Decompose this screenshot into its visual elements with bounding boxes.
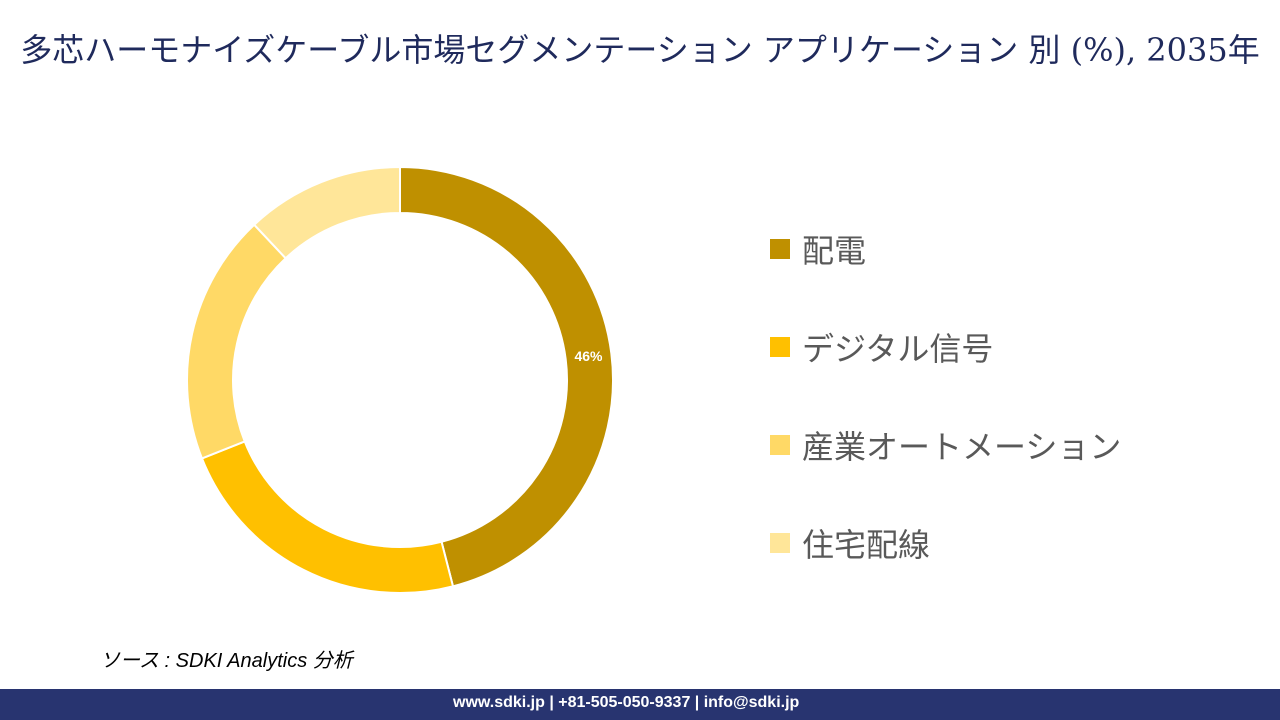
source-note: ソース : SDKI Analytics 分析 [100, 650, 353, 672]
legend-item: 産業オートメーション [770, 396, 1121, 494]
legend-swatch [770, 435, 790, 455]
data-label: 46% [574, 348, 603, 364]
donut-segment-1 [399, 165, 614, 588]
legend-item: デジタル信号 [770, 298, 1121, 396]
legend: 配電デジタル信号産業オートメーション 住宅配線 [770, 200, 1121, 592]
legend-item: 配電 [770, 200, 1121, 298]
legend-label: 住宅配線 [802, 526, 931, 564]
legend-item: 住宅配線 [770, 494, 1121, 592]
legend-swatch [770, 533, 790, 553]
donut-segment-4 [252, 165, 401, 260]
legend-swatch [770, 337, 790, 357]
footer-contact: www.sdki.jp | +81-505-050-9337 | info@sd… [453, 694, 800, 711]
chart-title: 多芯ハーモナイズケーブル市場セグメンテーション アプリケーション 別 (%), … [20, 31, 1260, 69]
donut-segment-3 [186, 223, 288, 460]
legend-swatch [770, 239, 790, 259]
footer-bar: www.sdki.jp | +81-505-050-9337 | info@sd… [0, 689, 1280, 720]
donut-segment-2 [200, 440, 455, 594]
legend-label: デジタル信号 [802, 330, 994, 368]
legend-label: 産業オートメーション [802, 428, 1122, 466]
legend-label: 配電 [802, 232, 867, 270]
